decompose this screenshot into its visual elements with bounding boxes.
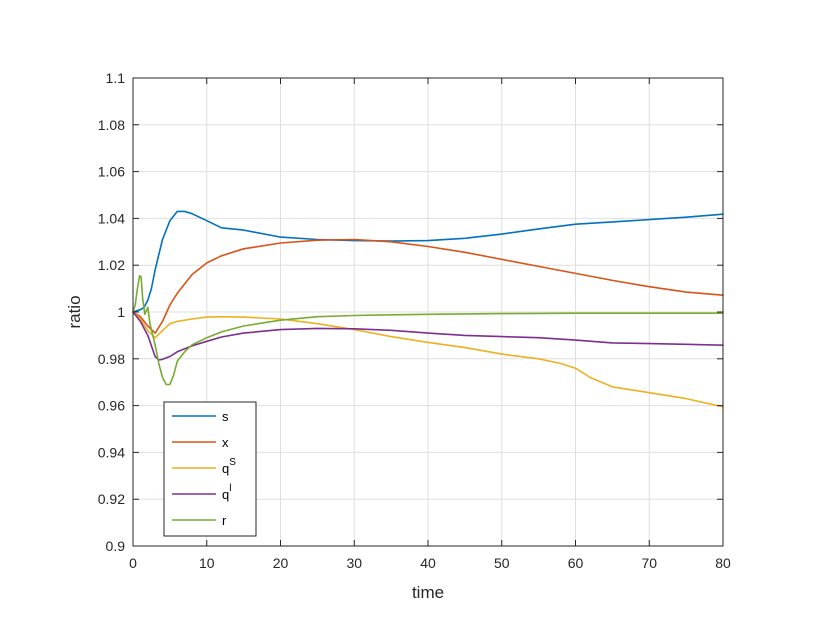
legend-label-superscript: l xyxy=(229,483,231,494)
y-tick-label: 1.04 xyxy=(98,210,125,226)
legend-label-s: s xyxy=(222,409,229,424)
legend-label-base: s xyxy=(222,409,229,424)
x-tick-label: 60 xyxy=(568,555,584,571)
grid-lines xyxy=(132,77,724,547)
x-tick-label: 0 xyxy=(129,555,137,571)
x-tick-label: 40 xyxy=(420,555,436,571)
x-tick-label: 10 xyxy=(199,555,215,571)
legend-label-base: r xyxy=(222,513,227,528)
legend-box xyxy=(163,401,257,537)
series-line-r xyxy=(132,274,724,386)
y-tick-label: 0.96 xyxy=(98,398,125,414)
x-tick-label: 70 xyxy=(641,555,657,571)
y-tick-label: 0.98 xyxy=(98,351,125,367)
legend-label-base: q xyxy=(222,487,229,502)
axis-ticks: 0 10 20 30 40 50 60 70 80 0.9 0.92 0.94 0.96 0.98 1 1.0… xyxy=(98,70,731,571)
legend-label-superscript: S xyxy=(229,457,236,468)
legend-label-r: r xyxy=(222,513,227,528)
legend-label-qS: qS xyxy=(222,457,236,476)
x-tick-label: 20 xyxy=(273,555,289,571)
x-tick-label: 50 xyxy=(494,555,510,571)
series-line-s xyxy=(132,210,724,313)
x-tick-label: 30 xyxy=(346,555,362,571)
y-tick-label: 0.9 xyxy=(106,538,126,554)
y-tick-label: 1.02 xyxy=(98,257,125,273)
x-tick-label: 80 xyxy=(715,555,731,571)
series-line-qS xyxy=(132,311,724,408)
x-axis-label: time xyxy=(412,583,444,602)
y-tick-label: 1.06 xyxy=(98,164,125,180)
y-tick-label: 1.08 xyxy=(98,117,125,133)
legend-label-ql: ql xyxy=(222,483,231,502)
legend-label-x: x xyxy=(222,435,229,450)
y-tick-label: 0.92 xyxy=(98,491,125,507)
y-tick-label: 1 xyxy=(117,304,125,320)
y-tick-label: 1.1 xyxy=(106,70,126,86)
y-tick-label: 0.94 xyxy=(98,444,125,460)
series-line-x xyxy=(132,238,724,334)
legend-label-base: q xyxy=(222,461,229,476)
y-axis-label: ratio xyxy=(65,295,84,328)
legend-label-base: x xyxy=(222,435,229,450)
series-lines xyxy=(132,210,724,408)
